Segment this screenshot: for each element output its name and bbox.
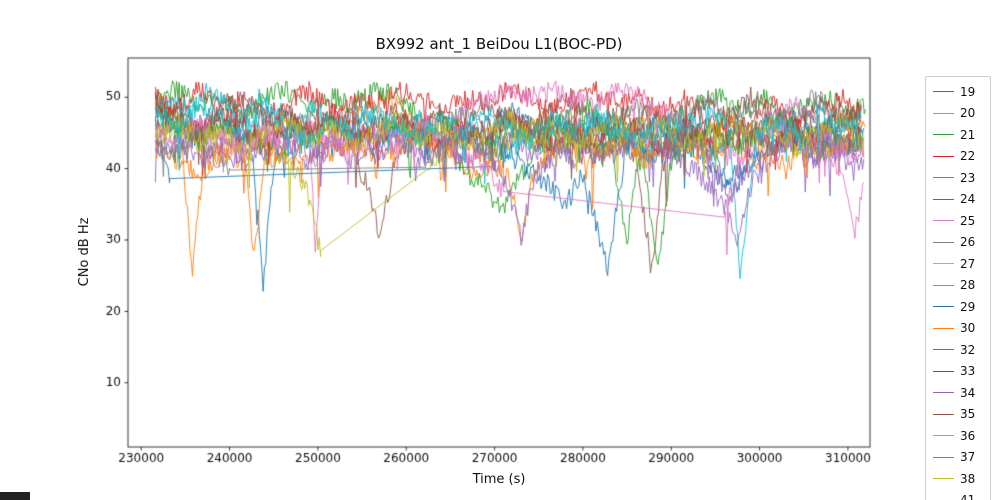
legend-line-swatch xyxy=(933,435,954,437)
legend-line-swatch xyxy=(933,349,954,351)
legend-item: 28 xyxy=(933,275,990,297)
legend-line-swatch xyxy=(933,478,954,480)
y-axis-label: CNo dB Hz xyxy=(77,217,92,287)
legend-label: 25 xyxy=(960,213,976,228)
legend-item: 30 xyxy=(933,318,990,340)
chart-title: BX992 ant_1 BeiDou L1(BOC-PD) xyxy=(375,35,623,53)
legend-item: 20 xyxy=(933,103,990,125)
legend-line-swatch xyxy=(933,241,954,243)
legend-item: 33 xyxy=(933,361,990,383)
legend-item: 38 xyxy=(933,468,990,490)
legend-label: 22 xyxy=(960,149,976,164)
legend-label: 41 xyxy=(960,493,975,500)
legend-item: 23 xyxy=(933,167,990,189)
legend-label: 36 xyxy=(960,428,976,443)
legend-label: 20 xyxy=(960,106,976,121)
legend-label: 19 xyxy=(960,84,976,99)
legend-line-swatch xyxy=(933,91,954,93)
legend-line-swatch xyxy=(933,306,954,308)
legend-line-swatch xyxy=(933,112,954,114)
legend-label: 34 xyxy=(960,385,976,400)
x-axis-label: Time (s) xyxy=(472,472,526,487)
legend-label: 38 xyxy=(960,471,976,486)
legend-label: 30 xyxy=(960,321,976,336)
screen-corner-artifact xyxy=(0,492,30,500)
legend-item: 41 xyxy=(933,490,990,500)
legend-label: 35 xyxy=(960,407,976,422)
legend-label: 21 xyxy=(960,127,976,142)
legend-line-swatch xyxy=(933,284,954,286)
legend-item: 27 xyxy=(933,253,990,275)
legend-item: 34 xyxy=(933,382,990,404)
legend-label: 32 xyxy=(960,342,976,357)
legend-item: 22 xyxy=(933,146,990,168)
legend-line-swatch xyxy=(933,177,954,179)
legend-label: 26 xyxy=(960,235,976,250)
legend-label: 28 xyxy=(960,278,976,293)
legend-line-swatch xyxy=(933,220,954,222)
legend-line-swatch xyxy=(933,370,954,372)
legend-line-swatch xyxy=(933,198,954,200)
legend-label: 24 xyxy=(960,192,976,207)
legend-item: 36 xyxy=(933,425,990,447)
legend-item: 26 xyxy=(933,232,990,254)
legend: 19 20 21 22 23 24 25 26 27 28 29 30 32 33 34 35 36 37 38 41 xyxy=(925,76,991,500)
legend-label: 37 xyxy=(960,450,976,465)
legend-item: 35 xyxy=(933,404,990,426)
legend-label: 27 xyxy=(960,256,976,271)
legend-label: 23 xyxy=(960,170,976,185)
legend-label: 33 xyxy=(960,364,976,379)
legend-label: 29 xyxy=(960,299,976,314)
legend-item: 24 xyxy=(933,189,990,211)
legend-line-swatch xyxy=(933,392,954,394)
legend-line-swatch xyxy=(933,134,954,136)
legend-item: 29 xyxy=(933,296,990,318)
legend-item: 19 xyxy=(933,81,990,103)
legend-line-swatch xyxy=(933,456,954,458)
legend-line-swatch xyxy=(933,263,954,265)
legend-item: 32 xyxy=(933,339,990,361)
legend-line-swatch xyxy=(933,413,954,415)
legend-item: 37 xyxy=(933,447,990,469)
legend-line-swatch xyxy=(933,155,954,157)
legend-line-swatch xyxy=(933,327,954,329)
legend-item: 25 xyxy=(933,210,990,232)
legend-item: 21 xyxy=(933,124,990,146)
